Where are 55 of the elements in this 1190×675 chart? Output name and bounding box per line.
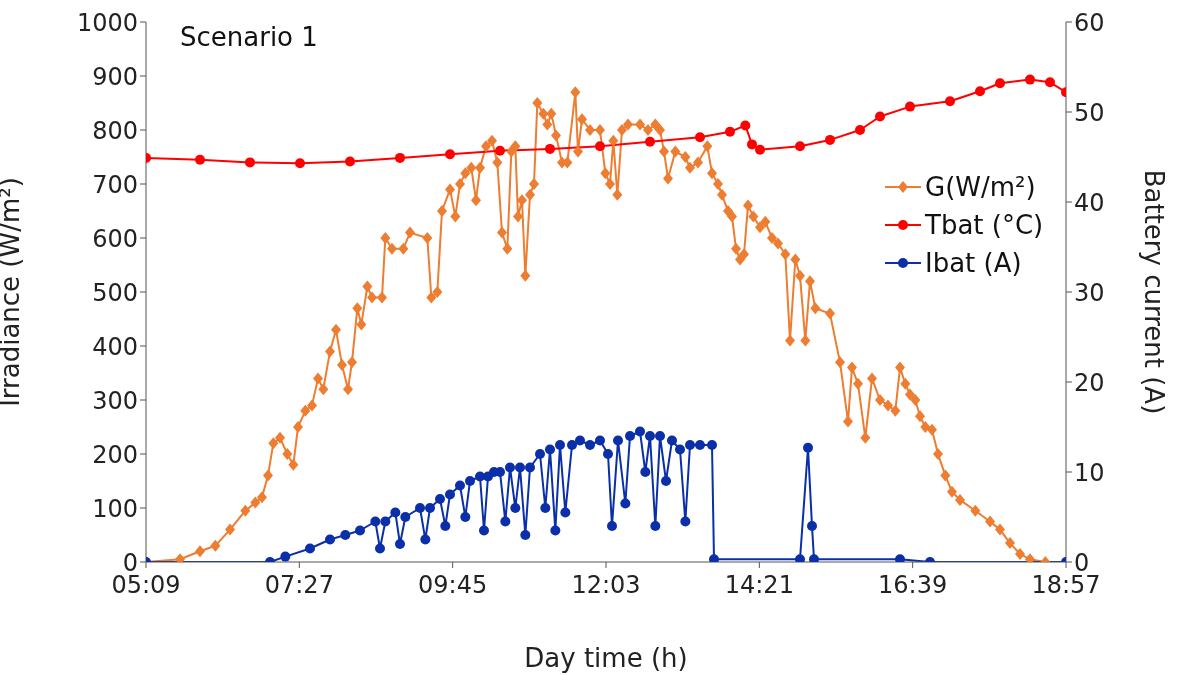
point	[747, 139, 757, 150]
y2-tick-label: 50	[1074, 98, 1105, 127]
legend-label: Ibat (A)	[925, 248, 1022, 278]
legend-label: Tbat (°C)	[925, 210, 1044, 240]
y2-tick-label: 40	[1074, 188, 1105, 217]
point	[645, 136, 655, 147]
y-axis-title: Irradiance (W/m²)	[0, 177, 26, 407]
point	[495, 145, 505, 156]
point	[545, 143, 555, 154]
x-tick-label: 05:09	[111, 571, 181, 600]
point	[1045, 77, 1055, 88]
point	[295, 158, 305, 169]
point	[195, 154, 205, 165]
point	[695, 132, 705, 143]
y-tick-label: 400	[92, 332, 138, 361]
x-axis-title: Day time (h)	[524, 643, 688, 673]
point	[395, 152, 405, 163]
point	[445, 149, 455, 160]
chart-title: Scenario 1	[180, 22, 318, 52]
point	[795, 141, 805, 152]
point	[740, 120, 751, 131]
point	[595, 141, 605, 152]
point	[875, 111, 885, 122]
y2-tick-label: 60	[1074, 8, 1105, 37]
y2-tick-label: 30	[1074, 278, 1105, 307]
point	[995, 78, 1005, 89]
y2-tick-label: 10	[1074, 458, 1105, 487]
y-tick-label: 800	[92, 116, 138, 145]
point	[755, 144, 765, 155]
y2-axis-title: Battery current (A)	[1139, 169, 1169, 415]
y-tick-label: 100	[92, 494, 138, 523]
y-tick-label: 600	[92, 224, 138, 253]
y-tick-label: 700	[92, 170, 138, 199]
point	[1025, 74, 1035, 85]
y-tick-label: 200	[92, 440, 138, 469]
y-tick-label: 900	[92, 62, 138, 91]
point	[975, 86, 985, 97]
x-tick-label: 07:27	[264, 571, 334, 600]
point	[345, 156, 355, 167]
legend-label: G(W/m²)	[925, 172, 1036, 202]
x-tick-label: 14:21	[724, 571, 794, 600]
x-tick-label: 09:45	[418, 571, 488, 600]
y-tick-label: 500	[92, 278, 138, 307]
y2-tick-label: 20	[1074, 368, 1105, 397]
y-tick-label: 1000	[76, 8, 138, 37]
point	[855, 125, 865, 135]
point	[725, 126, 735, 137]
x-tick-label: 12:03	[571, 571, 641, 600]
y-tick-label: 300	[92, 386, 138, 415]
point	[825, 134, 835, 145]
x-tick-label: 18:57	[1031, 571, 1101, 600]
point	[245, 157, 255, 168]
x-tick-label: 16:39	[878, 571, 948, 600]
point	[945, 96, 955, 107]
point	[905, 101, 915, 112]
